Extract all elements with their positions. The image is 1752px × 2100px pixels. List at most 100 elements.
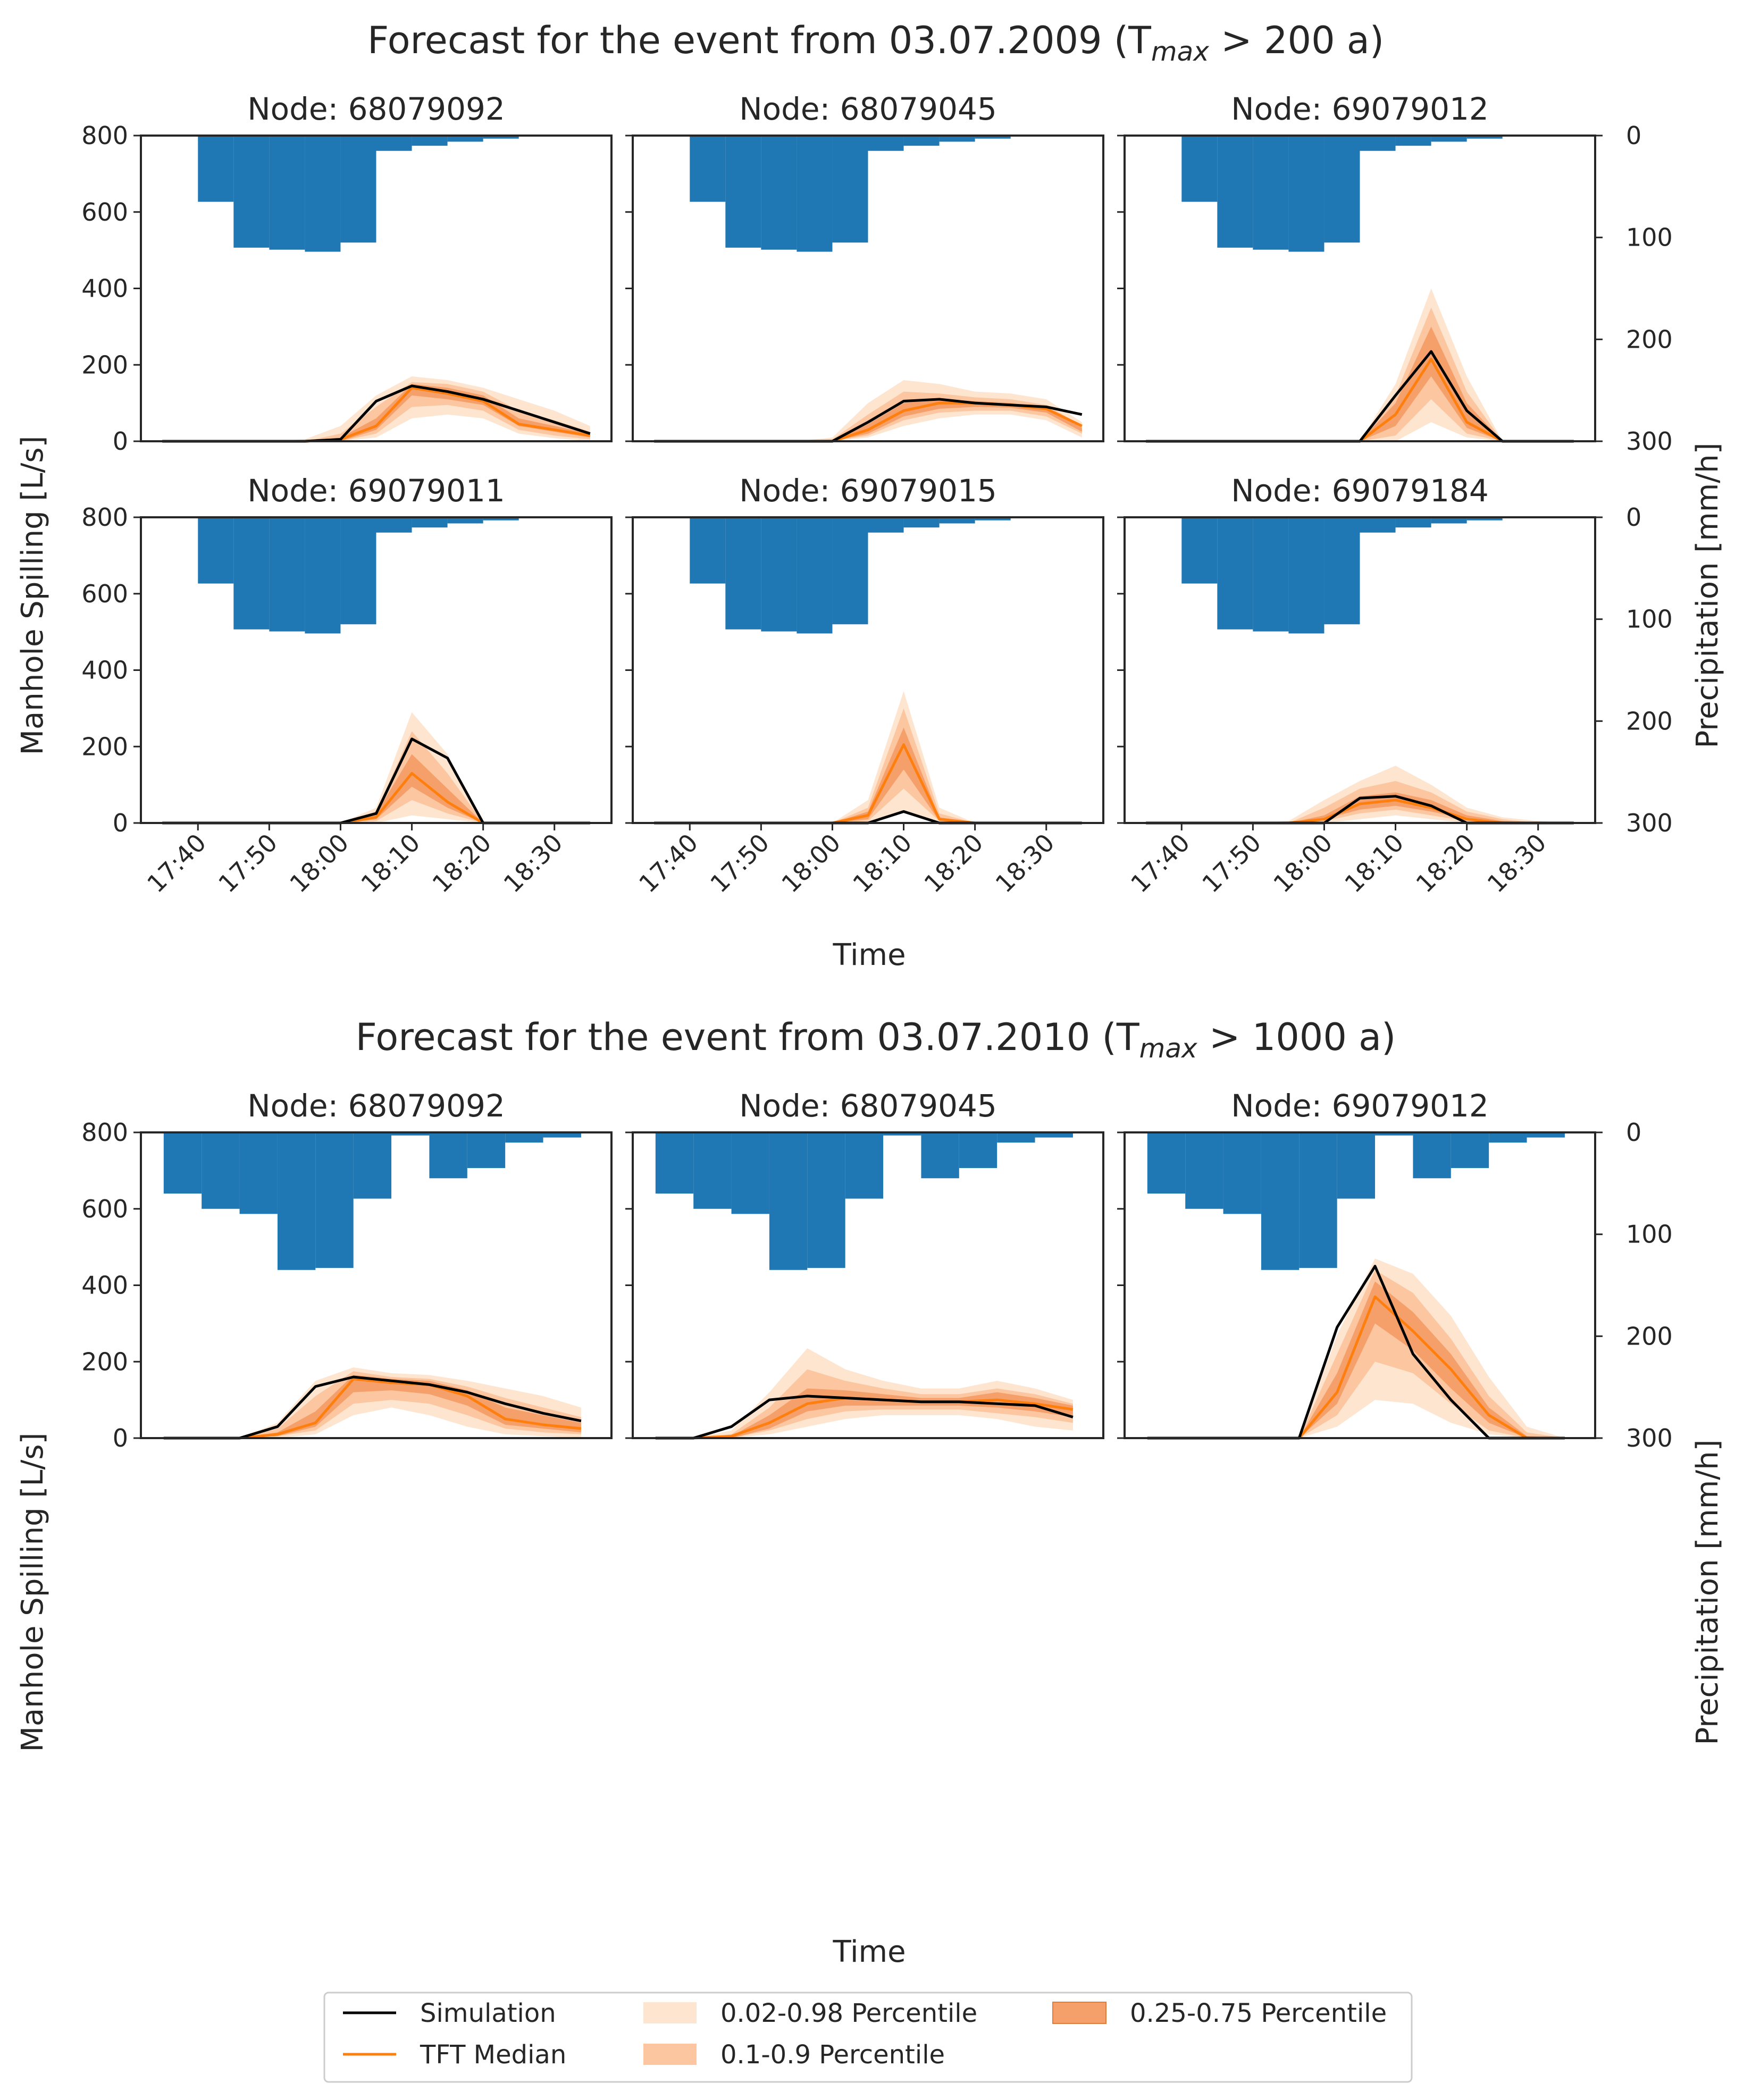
y-tick-label-left: 600: [81, 1195, 128, 1223]
x-tick-label: 18:30: [498, 828, 568, 898]
precip-bar: [1466, 517, 1503, 520]
precip-bar: [1395, 136, 1431, 146]
band-p02-p98: [654, 691, 1082, 823]
precip-bar: [198, 517, 234, 584]
precip-bar: [1324, 517, 1360, 625]
band-p02-p98: [1146, 288, 1574, 441]
precip-bar: [429, 1132, 467, 1179]
precip-bar: [1261, 1132, 1300, 1270]
y-tick-label-left: 400: [81, 274, 128, 303]
precip-bar: [239, 1132, 278, 1214]
band-p25-p75: [654, 399, 1082, 441]
precip-bar: [725, 517, 761, 629]
x-tick-label: 18:30: [1482, 828, 1552, 898]
precip-bar: [412, 136, 448, 146]
precip-bar: [868, 136, 904, 151]
x-axis-label: Time: [832, 938, 906, 972]
x-tick-label: 18:20: [426, 828, 497, 898]
precip-bar: [1413, 1132, 1451, 1179]
precip-bar: [1360, 517, 1396, 533]
precip-bar: [277, 1132, 316, 1270]
precip-bar: [690, 136, 726, 202]
precip-bar: [731, 1132, 769, 1214]
precip-bar: [921, 1132, 959, 1179]
precip-bar: [1288, 517, 1325, 634]
y-axis-label-left: Manhole Spilling [L/s]: [15, 1433, 50, 1752]
chart-1: Forecast for the event from 03.07.2010 (…: [15, 1015, 1725, 1969]
panel-title: Node: 68079045: [739, 91, 997, 127]
precip-bar: [939, 517, 975, 524]
y-tick-label-left: 200: [81, 350, 128, 379]
precip-bar: [655, 1132, 694, 1194]
precip-bar: [690, 517, 726, 584]
band-p10-p90: [1146, 307, 1574, 441]
precip-bar: [467, 1132, 506, 1169]
y-tick-label-right: 0: [1626, 1118, 1641, 1147]
precip-bar: [1217, 517, 1253, 629]
precip-bar: [797, 517, 833, 634]
precip-bar: [376, 136, 412, 151]
band-p02-p98: [163, 1367, 581, 1438]
x-tick-label: 18:00: [284, 828, 354, 898]
panel: Node: 68079092 0 200 400 600 800: [81, 91, 613, 456]
band-p25-p75: [163, 1375, 581, 1438]
median-line: [162, 772, 590, 825]
precip-bar: [233, 517, 270, 629]
x-tick-label: 18:20: [918, 828, 988, 898]
chart-0: Forecast for the event from 03.07.2009 (…: [15, 19, 1725, 972]
precip-bar: [340, 136, 376, 243]
precip-bar: [1253, 136, 1289, 250]
precip-bar: [505, 1132, 543, 1143]
precip-bar: [447, 517, 483, 524]
precip-bar: [1035, 1132, 1073, 1138]
title-prefix: Forecast for the event from 03.07.2009 (…: [367, 19, 1151, 62]
panel-title: Node: 68079045: [739, 1088, 997, 1124]
title-subscript: max: [1151, 36, 1209, 67]
precip-bar: [1375, 1132, 1413, 1136]
x-tick-label: 17:40: [633, 828, 703, 898]
panel: Node: 69079015 17:40 17:50 18:00 18:10 18:20 1…: [625, 473, 1104, 898]
precip-bar: [412, 517, 448, 528]
figure-title: Forecast for the event from 03.07.2010 (…: [356, 1015, 1396, 1064]
x-tick-label: 18:10: [1339, 828, 1409, 898]
x-tick-label: 18:20: [1410, 828, 1480, 898]
precip-bar: [233, 136, 270, 248]
y-tick-label-right: 300: [1626, 809, 1673, 837]
precip-bar: [1181, 517, 1218, 584]
y-tick-label-left: 400: [81, 656, 128, 685]
precip-bar: [163, 1132, 202, 1194]
panel-title: Node: 69079012: [1231, 1088, 1489, 1124]
x-tick-label: 17:50: [1196, 828, 1267, 898]
y-tick-label-right: 0: [1626, 121, 1641, 150]
precip-bar: [769, 1132, 808, 1270]
precip-bar: [975, 136, 1011, 139]
simulation-line: [1146, 350, 1574, 443]
y-tick-label-right: 0: [1626, 503, 1641, 532]
title-suffix: > 1000 a): [1197, 1015, 1396, 1059]
x-tick-label: 18:10: [847, 828, 917, 898]
precip-bar: [269, 517, 305, 632]
precip-bar: [761, 136, 797, 250]
legend: Simulation TFT Median 0.02-0.98 Percentile…: [323, 1992, 1413, 2083]
simulation-line: [655, 1395, 1074, 1440]
panel: Node: 69079012 0 100 200 300: [1117, 91, 1673, 456]
panel: Node: 68079045: [625, 1088, 1104, 1440]
x-tick-label: 17:40: [141, 828, 212, 898]
y-tick-label-left: 0: [113, 427, 128, 456]
y-axis-label-right: Precipitation [mm/h]: [1690, 443, 1725, 749]
band-p02-p98: [162, 712, 590, 823]
x-tick-label: 18:30: [990, 828, 1060, 898]
precip-bar: [1223, 1132, 1261, 1214]
legend-p25-label: 0.25-0.75 Percentile: [1130, 1998, 1387, 2028]
precip-bar: [305, 517, 341, 634]
precip-bar: [391, 1132, 430, 1136]
y-tick-label-right: 300: [1626, 427, 1673, 456]
y-tick-label-left: 0: [113, 809, 128, 837]
y-tick-label-left: 200: [81, 732, 128, 761]
band-p02-p98: [654, 380, 1082, 441]
precip-bar: [1288, 136, 1325, 252]
legend-simulation-label: Simulation: [420, 1998, 556, 2028]
simulation-line: [162, 737, 590, 825]
precip-bar: [903, 517, 940, 528]
